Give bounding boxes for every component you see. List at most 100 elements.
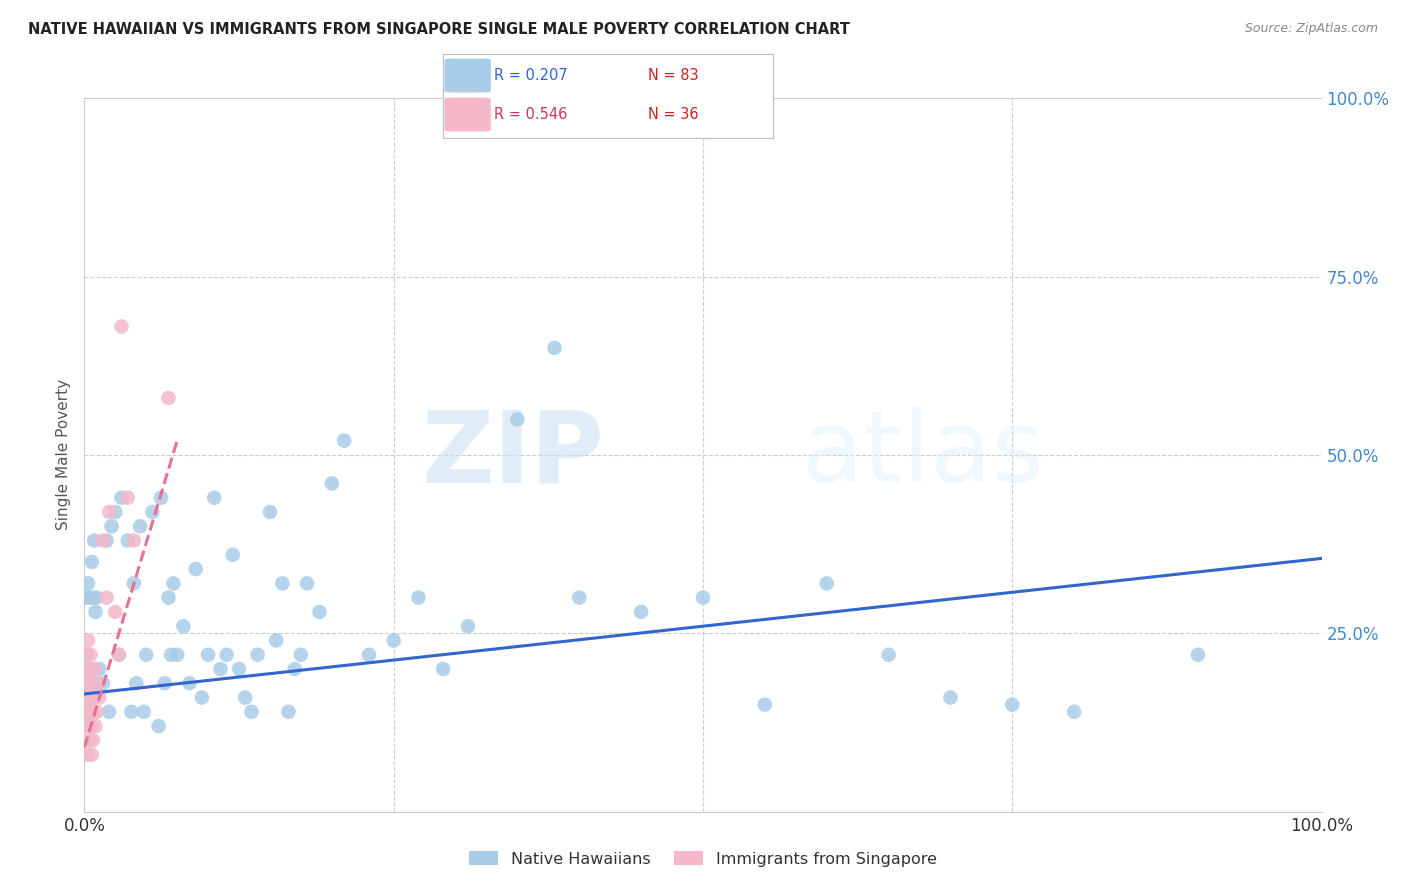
Point [692, 591, 714, 605]
Text: N = 36: N = 36 [648, 107, 699, 122]
Text: N = 83: N = 83 [648, 68, 699, 83]
Point [83, 662, 105, 676]
Point [83, 690, 105, 705]
Point [80, 690, 103, 705]
FancyBboxPatch shape [444, 59, 491, 93]
Point [132, 705, 155, 719]
Point [333, 434, 356, 448]
Point [197, 648, 219, 662]
Point [543, 341, 565, 355]
Point [157, 591, 180, 605]
Point [77, 662, 100, 676]
Point [432, 662, 454, 676]
Point [160, 648, 183, 662]
Point [75, 690, 97, 705]
Point [290, 648, 312, 662]
Point [79, 662, 101, 676]
FancyBboxPatch shape [444, 97, 491, 131]
Text: Source: ZipAtlas.com: Source: ZipAtlas.com [1244, 22, 1378, 36]
Point [122, 576, 145, 591]
Point [79, 705, 101, 719]
Point [1001, 698, 1024, 712]
Point [228, 662, 250, 676]
Point [98, 505, 121, 519]
Point [110, 319, 132, 334]
Point [79, 705, 101, 719]
Point [246, 648, 269, 662]
Point [79, 591, 101, 605]
Point [166, 648, 188, 662]
Point [86, 591, 108, 605]
Point [75, 591, 97, 605]
Point [150, 491, 173, 505]
Point [284, 662, 307, 676]
Point [79, 719, 101, 733]
Point [91, 676, 114, 690]
Y-axis label: Single Male Poverty: Single Male Poverty [56, 379, 72, 531]
Point [240, 705, 263, 719]
Point [148, 719, 170, 733]
Point [82, 733, 104, 747]
Point [80, 719, 103, 733]
Point [568, 591, 591, 605]
Point [75, 690, 97, 705]
Text: NATIVE HAWAIIAN VS IMMIGRANTS FROM SINGAPORE SINGLE MALE POVERTY CORRELATION CHA: NATIVE HAWAIIAN VS IMMIGRANTS FROM SINGA… [28, 22, 851, 37]
Point [157, 391, 180, 405]
Point [79, 676, 101, 690]
Point [108, 648, 131, 662]
Legend: Native Hawaiians, Immigrants from Singapore: Native Hawaiians, Immigrants from Singap… [464, 847, 942, 871]
Point [215, 648, 238, 662]
Point [76, 747, 98, 762]
Point [110, 491, 132, 505]
Point [77, 576, 100, 591]
Text: atlas: atlas [801, 407, 1043, 503]
Point [84, 605, 107, 619]
Text: ZIP: ZIP [422, 407, 605, 503]
Point [89, 662, 111, 676]
Point [96, 591, 118, 605]
Point [98, 705, 121, 719]
Point [122, 533, 145, 548]
Point [141, 505, 163, 519]
Point [125, 676, 148, 690]
Point [80, 690, 103, 705]
Point [75, 719, 97, 733]
Point [82, 705, 104, 719]
Point [120, 705, 142, 719]
Point [162, 576, 184, 591]
Point [83, 533, 105, 548]
Point [202, 491, 225, 505]
Point [86, 705, 108, 719]
Point [104, 505, 127, 519]
Point [75, 683, 97, 698]
Point [233, 690, 256, 705]
Point [1063, 705, 1085, 719]
Point [321, 476, 343, 491]
Point [77, 633, 100, 648]
Point [209, 662, 232, 676]
Point [1187, 648, 1209, 662]
Point [86, 676, 108, 690]
Point [117, 491, 139, 505]
Point [815, 576, 838, 591]
Point [79, 733, 101, 747]
Point [76, 698, 98, 712]
Point [79, 648, 101, 662]
Point [939, 690, 962, 705]
Point [100, 519, 122, 533]
Point [179, 676, 201, 690]
Point [271, 576, 294, 591]
Point [172, 619, 194, 633]
Text: R = 0.207: R = 0.207 [494, 68, 568, 83]
Point [91, 533, 114, 548]
Point [457, 619, 479, 633]
Point [83, 676, 105, 690]
Point [184, 562, 207, 576]
Point [153, 676, 176, 690]
Point [357, 648, 380, 662]
Point [295, 576, 318, 591]
Point [264, 633, 287, 648]
Point [129, 519, 152, 533]
Point [104, 605, 127, 619]
Point [76, 676, 98, 690]
